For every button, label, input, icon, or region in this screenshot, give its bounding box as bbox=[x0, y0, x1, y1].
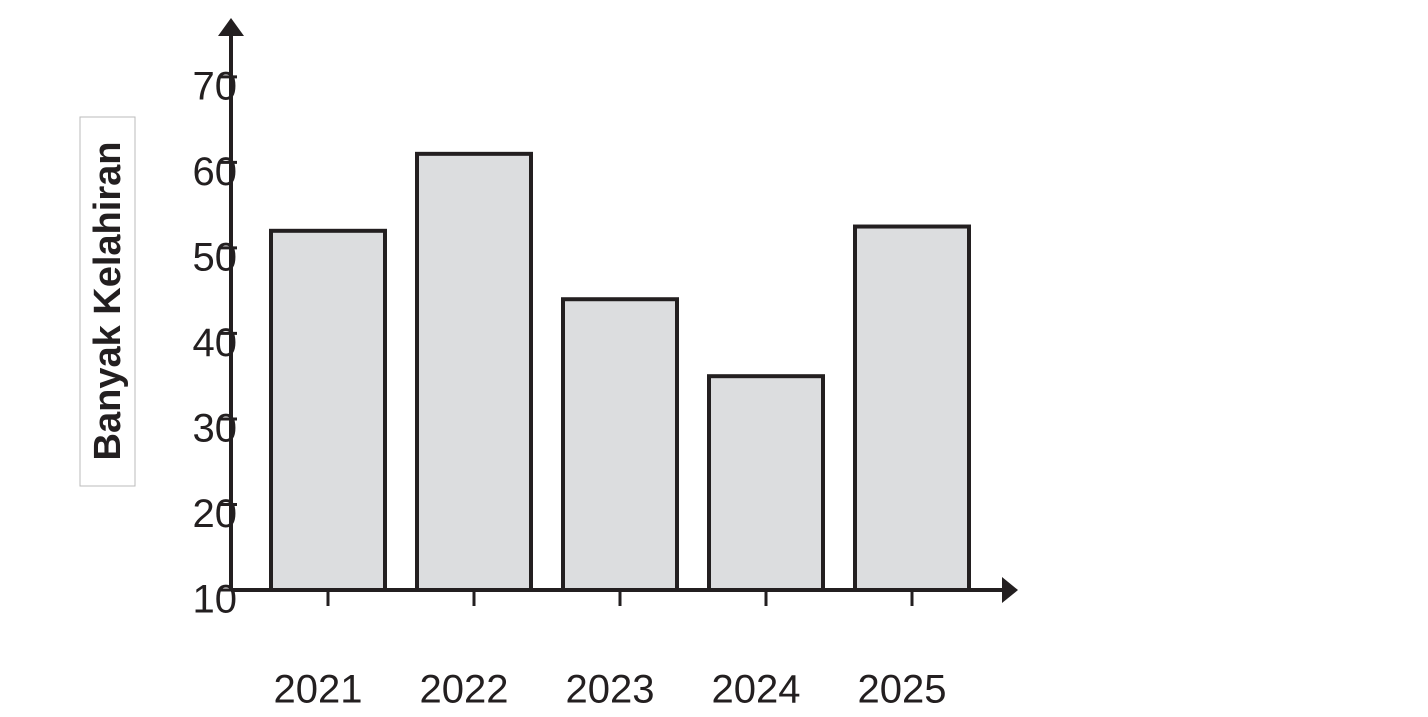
bar bbox=[561, 297, 679, 592]
x-tick-label: 2021 bbox=[274, 668, 363, 712]
x-tick-label: 2025 bbox=[858, 668, 947, 712]
y-tick-label: 10 bbox=[193, 578, 238, 622]
bar bbox=[707, 374, 825, 592]
y-label-box bbox=[79, 116, 136, 487]
bar bbox=[415, 151, 533, 592]
bar bbox=[853, 224, 971, 592]
y-tick-label: 60 bbox=[193, 150, 238, 194]
bar bbox=[269, 228, 387, 592]
y-tick-label: 50 bbox=[193, 235, 238, 279]
y-tick-label: 70 bbox=[193, 64, 238, 108]
y-axis-arrow bbox=[218, 18, 244, 36]
x-tick-label: 2022 bbox=[420, 668, 509, 712]
x-tick-label: 2024 bbox=[712, 668, 801, 712]
x-tick-label: 2023 bbox=[566, 668, 655, 712]
y-axis-label: Banyak Kelahiran bbox=[87, 142, 129, 461]
x-axis-arrow bbox=[1002, 577, 1018, 603]
y-tick-label: 30 bbox=[193, 407, 238, 451]
y-tick-label: 20 bbox=[193, 492, 238, 536]
y-tick-label: 40 bbox=[193, 321, 238, 365]
